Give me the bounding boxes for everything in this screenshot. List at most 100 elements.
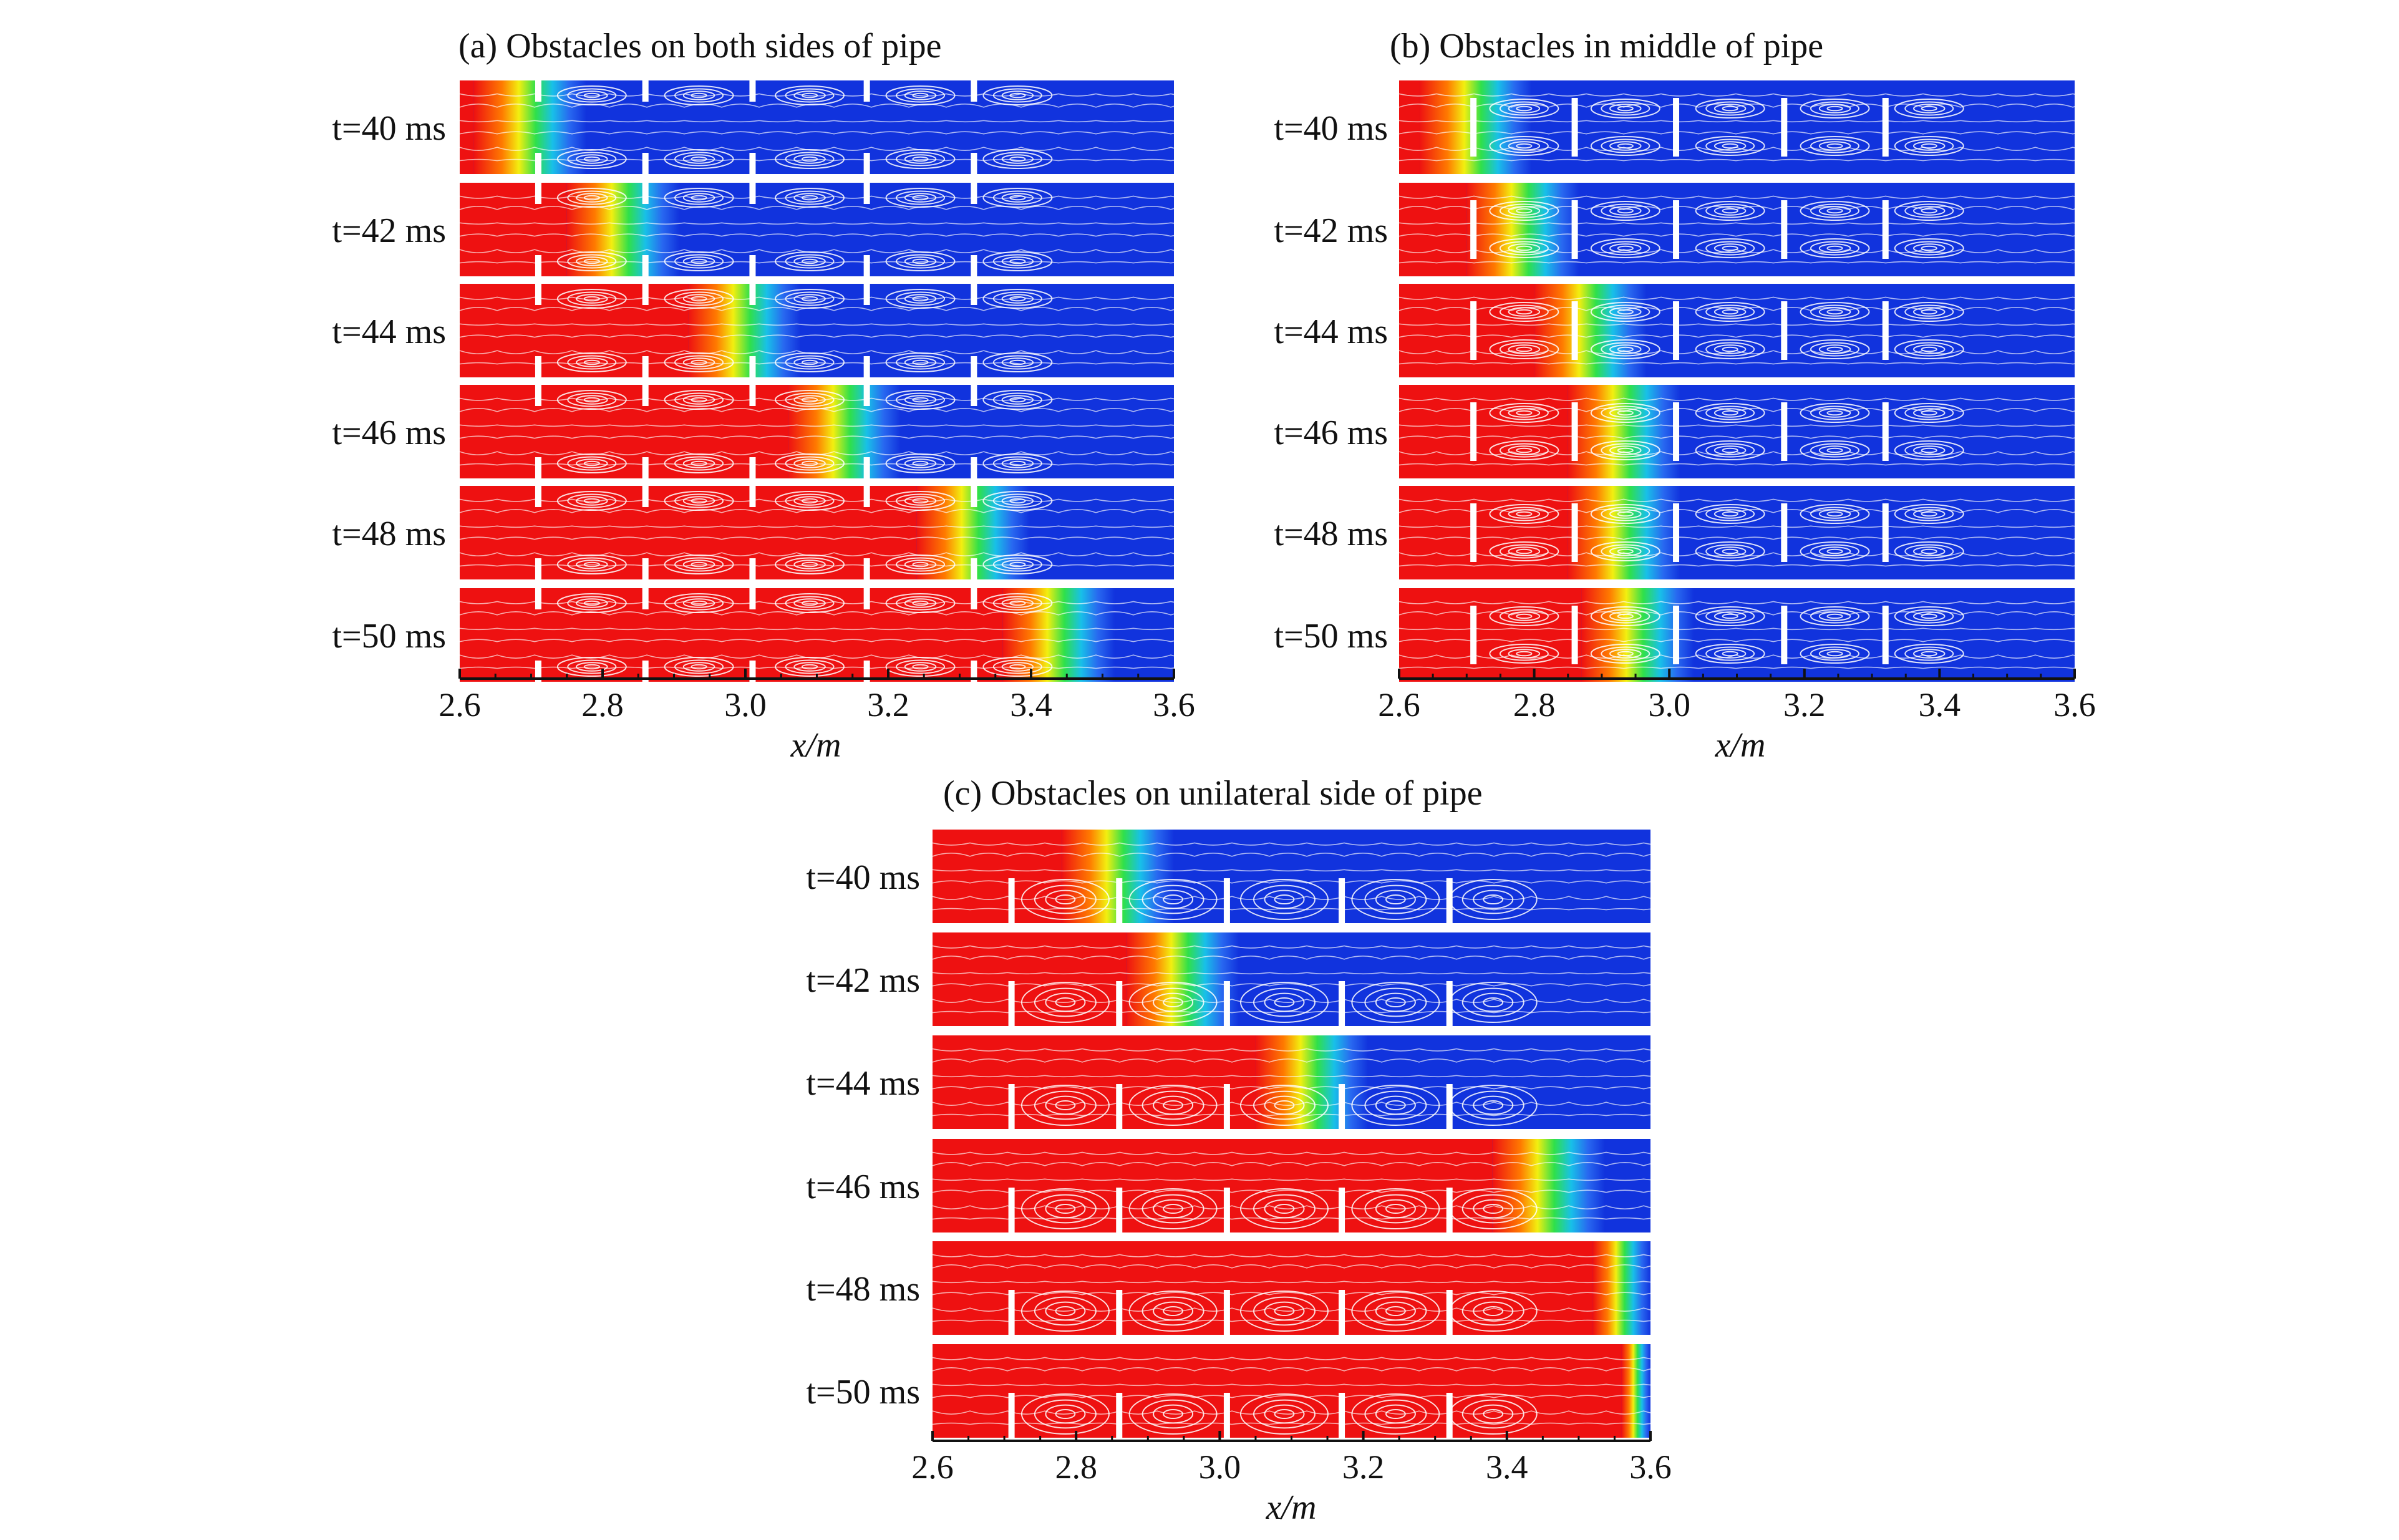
vortex-ring (1590, 201, 1660, 221)
vortex-ring (664, 85, 734, 105)
vortex-ring (1034, 987, 1097, 1017)
x-tick-label: 2.6 (911, 1448, 954, 1486)
vortex-ring (1516, 245, 1533, 251)
vortex-ring (664, 390, 734, 410)
vortex-ring (1818, 509, 1851, 519)
vortex-ring (1722, 245, 1738, 251)
vortex-ring (1800, 644, 1870, 664)
vortex-ring (992, 659, 1042, 674)
vortex-ring (664, 149, 734, 169)
vortex-ring (583, 195, 600, 201)
x-tick-label: 2.6 (439, 686, 481, 724)
vortex-ring (1141, 884, 1204, 914)
vortex-ring (567, 456, 617, 471)
vortex-ring (885, 289, 956, 309)
vortex-ring (912, 664, 929, 670)
vortex-ring (1713, 611, 1747, 621)
streamline (459, 222, 1209, 225)
vortex-ring (556, 251, 627, 271)
streamline (1398, 334, 2111, 338)
vortex-ring (1617, 410, 1634, 416)
vortex-ring (1601, 609, 1650, 624)
obstacle-middle (1673, 301, 1680, 360)
vortex-ring (1810, 506, 1860, 521)
time-label: t=42 ms (1274, 211, 1389, 250)
vortex-ring (1001, 496, 1034, 506)
vortex-ring (1695, 136, 1765, 156)
vortex-ring (1055, 1100, 1076, 1111)
obstacle-bottom (971, 661, 977, 682)
time-label: t=48 ms (1274, 515, 1389, 553)
vortex-ring (1722, 208, 1738, 214)
vortex-ring (1617, 143, 1634, 149)
streamline (932, 1395, 1682, 1398)
vortex-ring (1375, 992, 1416, 1012)
vortex-ring (556, 149, 627, 169)
vortex-ring (691, 561, 707, 568)
vortex-ring (1461, 1090, 1524, 1120)
vortex-ring (682, 256, 715, 266)
vortex-ring (576, 395, 608, 405)
vortex-ring (1508, 206, 1541, 216)
vortex-ring (1264, 1404, 1305, 1424)
vortex-ring (912, 397, 929, 403)
vortex-ring (1913, 344, 1946, 354)
vortex-ring (1020, 1291, 1110, 1332)
vortex-ring (1516, 309, 1533, 315)
vortex-ring (1264, 1301, 1305, 1321)
vortex-ring (1055, 1305, 1076, 1317)
vortex-ring (1351, 879, 1440, 920)
vortex-ring (801, 600, 818, 606)
vortex-ring (1045, 1404, 1086, 1424)
vortex-ring (1617, 651, 1634, 657)
obstacle-bottom (642, 558, 649, 579)
vortex-ring (1499, 443, 1549, 458)
vortex-ring (1826, 346, 1843, 352)
vortex-ring (1001, 256, 1034, 266)
streamline (932, 1281, 1682, 1284)
streamline (459, 536, 1209, 540)
vortex-ring (1274, 1408, 1295, 1420)
vortex-ring (1473, 992, 1514, 1012)
vortex-ring (1364, 1090, 1427, 1120)
obstacle-bottom (749, 457, 756, 478)
vortex-ring (576, 256, 608, 266)
vortex-ring (1810, 101, 1860, 116)
vortex-ring (1705, 544, 1755, 559)
vortex-ring (1001, 90, 1034, 100)
vortex-ring (1818, 611, 1851, 621)
streamline (932, 1086, 1682, 1090)
vortex-ring (1153, 1301, 1194, 1321)
obstacle-top (971, 284, 977, 305)
vortex-ring (1713, 546, 1747, 556)
vortex-ring (1826, 105, 1843, 112)
obstacle-middle (1781, 200, 1788, 259)
vortex-ring (674, 291, 724, 306)
vortex-ring (1713, 408, 1747, 418)
streamline (1398, 611, 2111, 616)
vortex-ring (1826, 548, 1843, 554)
vortex-ring (1508, 344, 1541, 354)
vortex-ring (1601, 544, 1650, 559)
vortex-ring (567, 88, 617, 103)
vortex-ring (1483, 1305, 1504, 1317)
vortex-ring (1894, 136, 1964, 156)
vortex-ring (1045, 1095, 1086, 1115)
vortex-ring (1473, 1301, 1514, 1321)
row-separator (460, 478, 1174, 481)
vortex-ring (1810, 646, 1860, 661)
vortex-ring (1601, 342, 1650, 357)
vortex-ring (1810, 405, 1860, 420)
vortex-ring (576, 357, 608, 367)
vortex-ring (885, 491, 956, 511)
time-label: t=50 ms (1274, 617, 1389, 656)
vortex-ring (885, 453, 956, 473)
vortex-ring (1617, 309, 1634, 315)
obstacle-bottom (642, 153, 649, 174)
vortex-ring (1810, 443, 1860, 458)
obstacle-bottom (1339, 1290, 1345, 1335)
streamline (932, 1367, 1682, 1372)
obstacle-bottom (1008, 1393, 1015, 1438)
time-label: t=46 ms (1274, 414, 1389, 452)
obstacle-top (535, 80, 541, 102)
